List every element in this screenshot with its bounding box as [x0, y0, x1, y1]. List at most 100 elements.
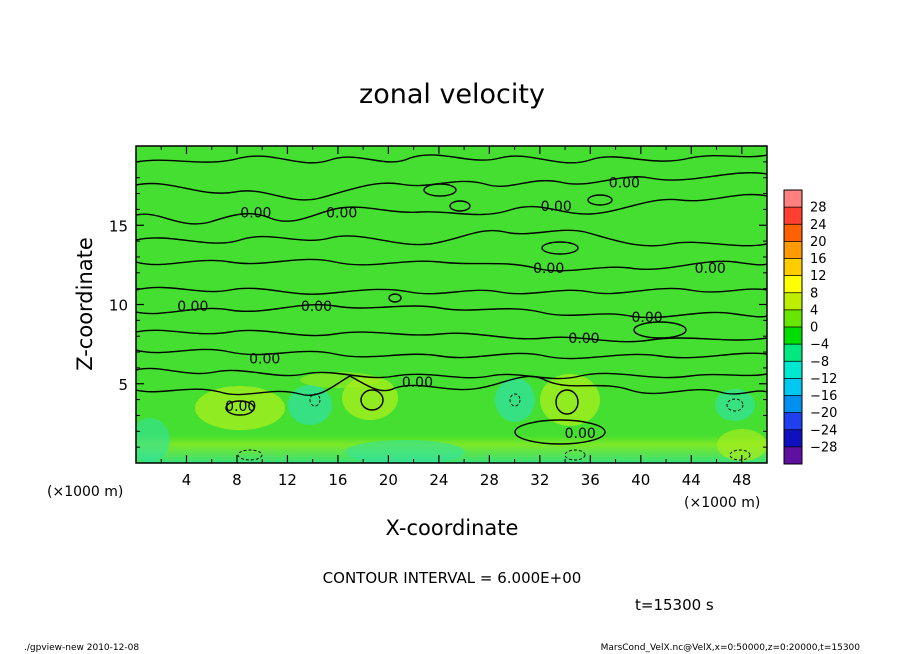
field-patch-cyan	[345, 440, 465, 463]
contour-label: 0.00	[301, 299, 332, 315]
field-patch-cyan	[288, 385, 332, 425]
colorbar-label: 4	[810, 303, 818, 318]
chart-title: zonal velocity	[359, 79, 545, 110]
colorbar-segment	[784, 309, 802, 327]
colorbar-label: −28	[810, 440, 837, 455]
x-tick-label: 32	[530, 471, 549, 489]
contour-label: 0.00	[565, 426, 596, 442]
colorbar-label: −12	[810, 372, 837, 387]
contour-line	[136, 375, 767, 396]
contour-line	[136, 229, 767, 247]
contour-label: 0.00	[632, 310, 663, 326]
x-tick-label: 44	[682, 471, 701, 489]
x-tick-label: 48	[732, 471, 751, 489]
colorbar-label: −4	[810, 338, 829, 353]
x-tick-label: 20	[379, 471, 398, 489]
contour-label: 0.00	[609, 175, 640, 191]
colorbar-segment	[784, 429, 802, 447]
contour-dashed	[237, 393, 751, 461]
colorbar-segment	[784, 378, 802, 396]
colorbar-segment	[784, 395, 802, 413]
colorbar-segment	[784, 224, 802, 242]
colorbar-label: 24	[810, 218, 827, 233]
contour-interval-text: CONTOUR INTERVAL = 6.000E+00	[323, 569, 582, 587]
colorbar-label: −20	[810, 406, 837, 421]
colorbar-segment	[784, 446, 802, 464]
contour-line	[136, 193, 767, 225]
x-tick-label: 28	[480, 471, 499, 489]
time-label: t=15300 s	[635, 596, 714, 614]
contour-negative	[509, 393, 521, 407]
y-tick-label: 10	[109, 297, 128, 315]
contour-label: 0.00	[541, 199, 572, 215]
contour-line	[136, 348, 767, 360]
contour-closed	[541, 241, 579, 255]
field-patch-cyan	[715, 389, 755, 421]
footer-right: MarsCond_VelX.nc@VelX,x=0:50000,z=0:2000…	[601, 643, 861, 653]
contour-closed	[555, 389, 579, 415]
field-patch-cyan	[495, 378, 535, 422]
contour-negative	[309, 393, 321, 407]
contour-closed	[360, 389, 384, 411]
colorbar-segment	[784, 241, 802, 259]
contour-lines	[136, 154, 767, 445]
colorbar-label: 8	[810, 286, 818, 301]
x-axis: 4 8 12 16 20 24 28 32 36 40 44 48	[160, 146, 751, 489]
contour-closed	[587, 194, 613, 206]
contour-closed	[633, 321, 687, 339]
x-tick-label: 8	[232, 471, 242, 489]
colorbar-label: 0	[810, 321, 818, 336]
colorbar-label: −16	[810, 389, 837, 404]
colorbar-label: −8	[810, 355, 829, 370]
contour-negative	[726, 398, 744, 412]
colorbar-label: −24	[810, 423, 837, 438]
colorbar-segment	[784, 275, 802, 293]
contour-closed	[449, 200, 471, 212]
x-tick-label: 4	[182, 471, 192, 489]
contour-label: 0.00	[177, 299, 208, 315]
colorbar-segment	[784, 344, 802, 362]
x-tick-label: 24	[429, 471, 448, 489]
contour-label: 0.00	[568, 331, 599, 347]
contour-line	[136, 286, 767, 295]
x-tick-label: 12	[278, 471, 297, 489]
colorbar-segment	[784, 292, 802, 310]
contour-negative	[564, 449, 586, 461]
plot-area: 0.00 0.00 0.00 0.00 0.00 0.00 0.00 0.00 0.00 0.00…	[135, 145, 768, 464]
contour-label: 0.00	[402, 375, 433, 391]
contour-label: 0.00	[326, 206, 357, 222]
colorbar-segment	[784, 361, 802, 379]
colorbar-label: 12	[810, 269, 827, 284]
field-patch-yellow	[717, 429, 767, 461]
contour-label: 0.00	[240, 206, 271, 222]
contour-label: 0.00	[225, 399, 256, 415]
contour-line	[136, 258, 767, 272]
colorbar-label: 16	[810, 252, 827, 267]
field-patches	[136, 370, 767, 463]
y-tick-label: 15	[109, 217, 128, 235]
contour-closed	[388, 293, 402, 303]
field-patch-yellow	[540, 374, 600, 426]
colorbar-segment	[784, 258, 802, 276]
contour-label: 0.00	[249, 351, 280, 367]
field-patch-yellow	[195, 386, 285, 430]
contour-closed	[514, 419, 606, 445]
contour-label: 0.00	[695, 261, 726, 277]
contour-line	[136, 367, 767, 380]
y-axis-unit: (×1000 m)	[47, 484, 123, 500]
x-axis-label: X-coordinate	[386, 516, 519, 540]
field-patch-cyan	[136, 418, 170, 462]
contour-closed	[225, 400, 255, 416]
colorbar-segment	[784, 190, 802, 208]
y-axis: 5 10 15	[109, 161, 767, 448]
contour-closed	[423, 183, 457, 197]
x-axis-unit: (×1000 m)	[684, 495, 760, 511]
colorbar: 28 24 20 16 12 8 4 0 −4 −8 −12 −16 −20 −24 −28	[783, 189, 837, 465]
contour-line	[136, 172, 767, 201]
colorbar-label: 28	[810, 201, 827, 216]
colorbar-segment	[784, 327, 802, 345]
x-tick-label: 36	[581, 471, 600, 489]
y-axis-label: Z-coordinate	[73, 237, 97, 371]
contour-line	[136, 154, 767, 164]
